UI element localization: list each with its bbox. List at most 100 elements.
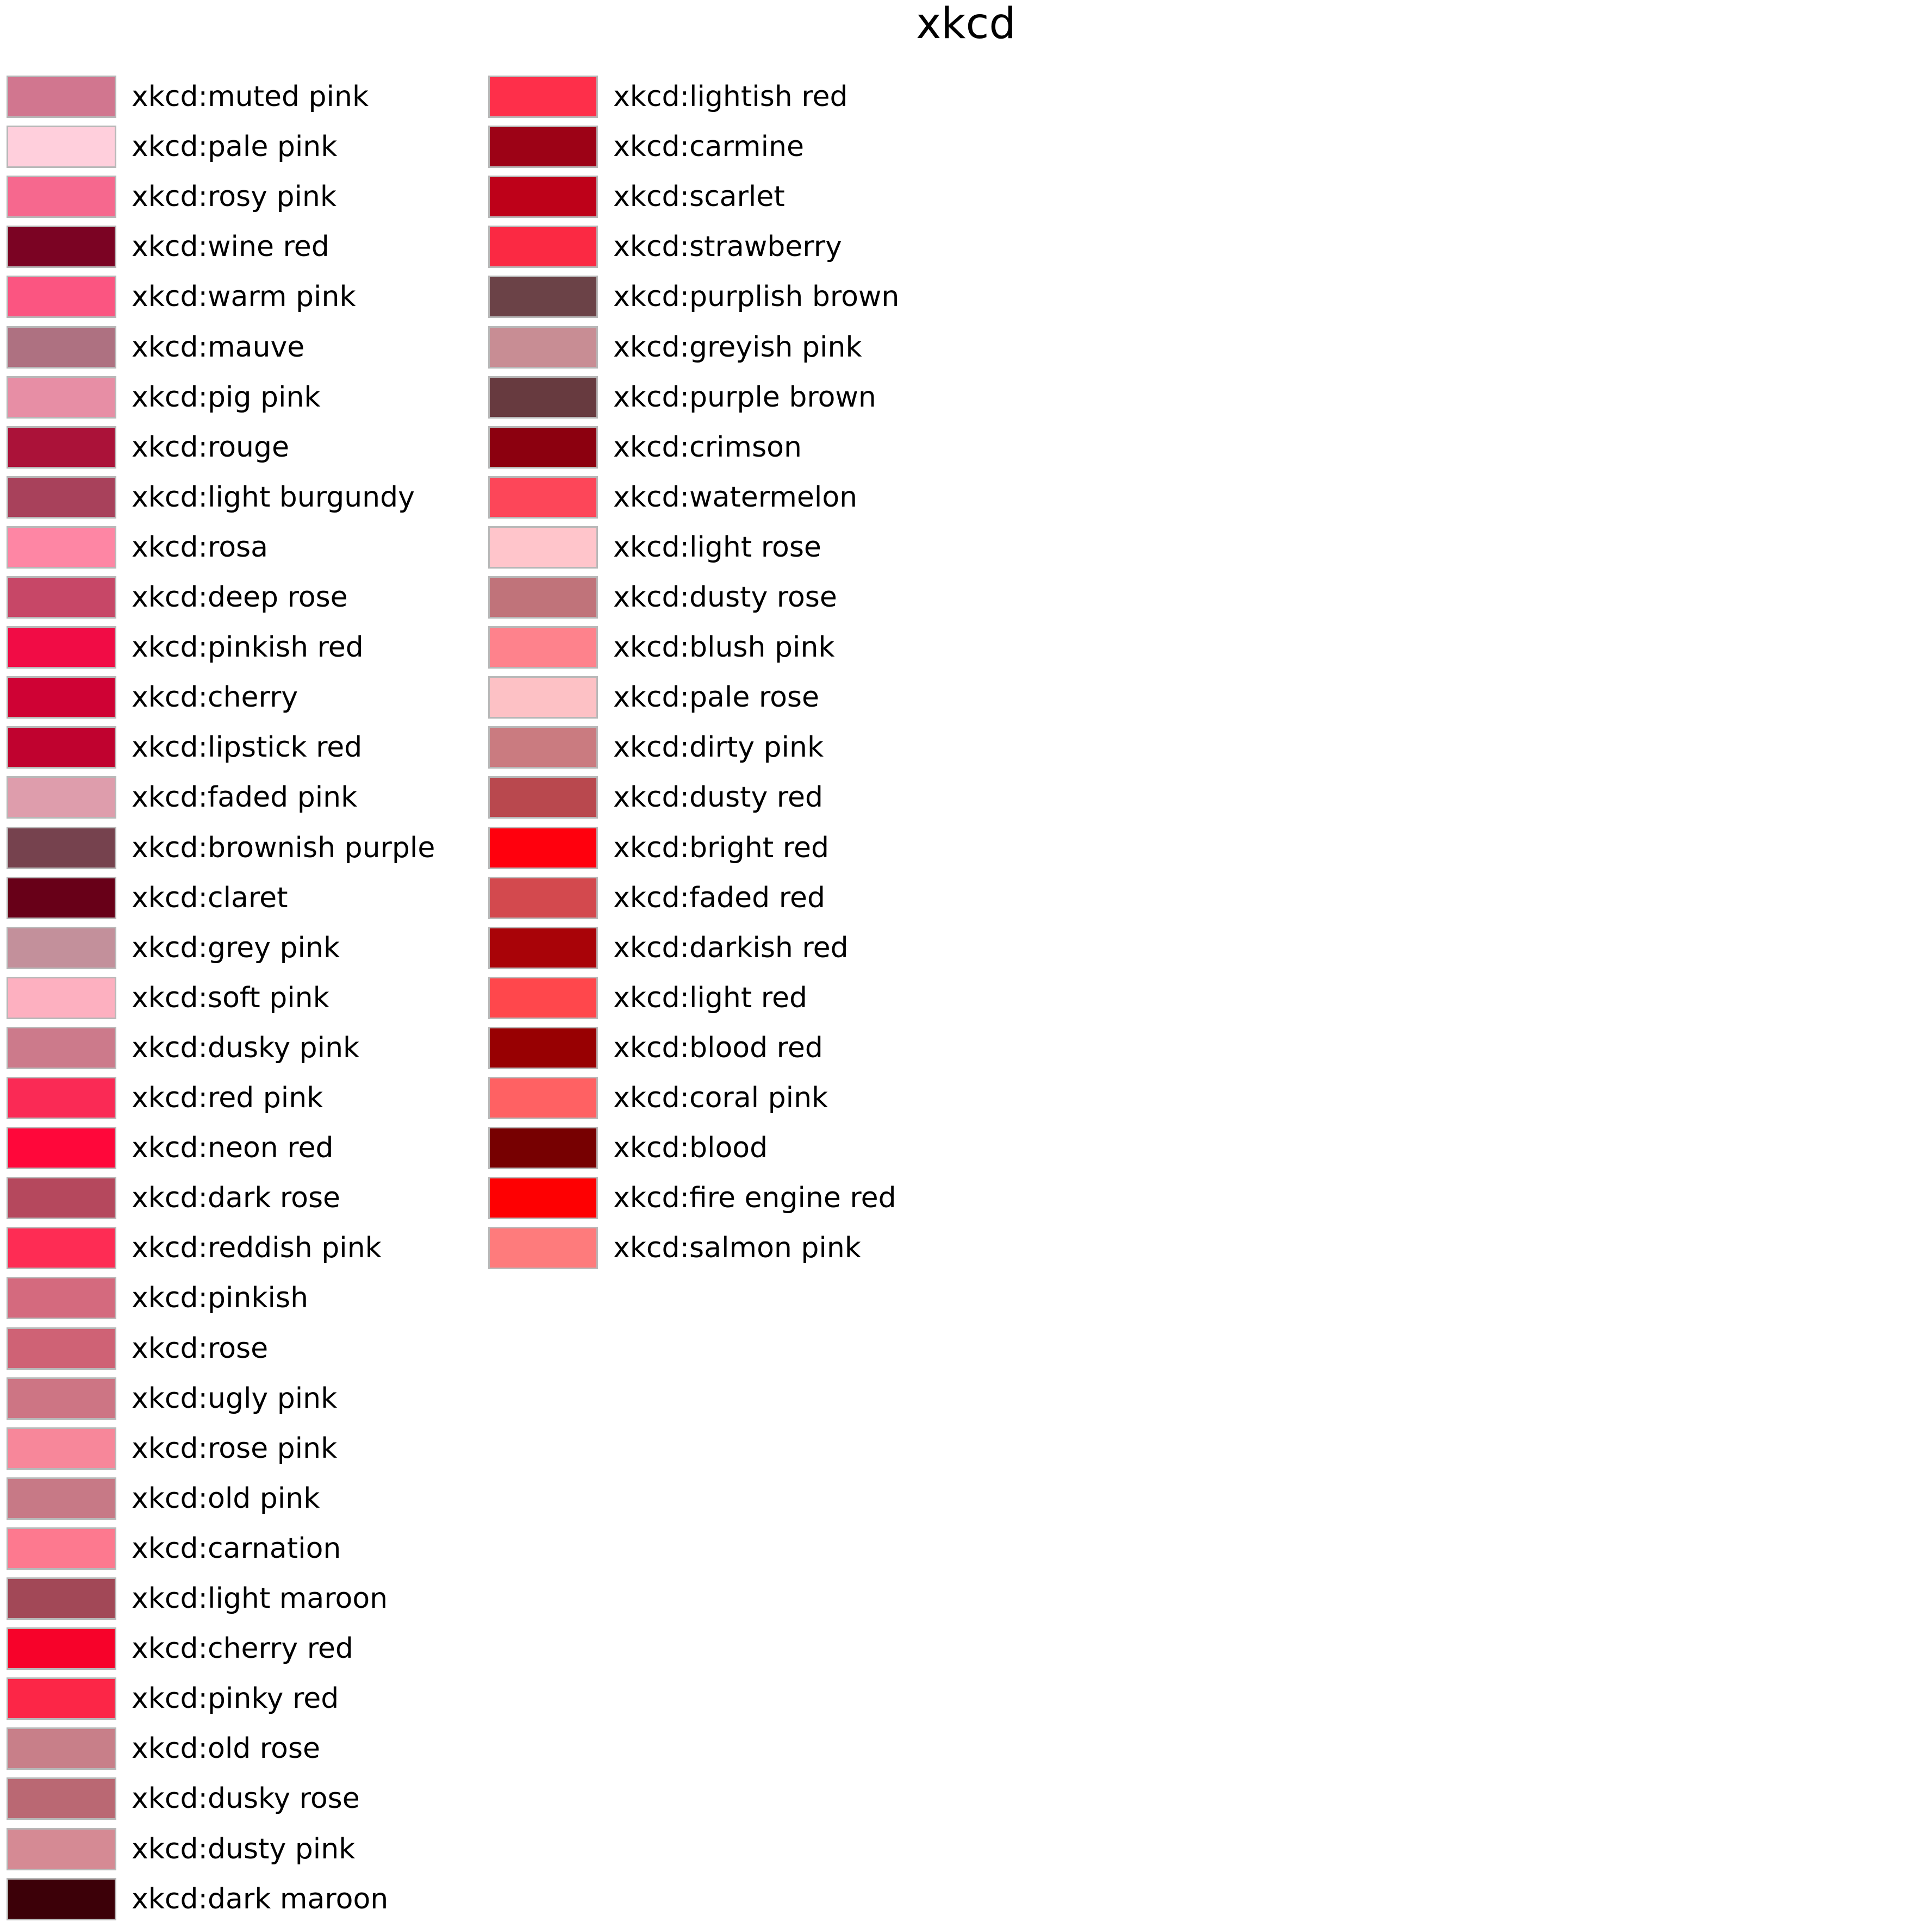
color-label: xkcd:blood <box>613 1132 768 1165</box>
color-label: xkcd:old rose <box>132 1732 320 1765</box>
color-label: xkcd:purplish brown <box>613 280 900 314</box>
chart-title: xkcd <box>916 0 1016 48</box>
color-swatch <box>7 1427 116 1470</box>
color-label: xkcd:pale rose <box>613 681 819 714</box>
color-swatch <box>7 1777 116 1820</box>
color-swatch <box>7 576 116 619</box>
color-swatch <box>488 1077 598 1119</box>
color-swatch <box>488 576 598 619</box>
color-label: xkcd:rose <box>132 1332 269 1365</box>
color-swatch <box>7 676 116 719</box>
color-swatch <box>488 1227 598 1270</box>
color-swatch <box>7 1827 116 1870</box>
color-label: xkcd:faded pink <box>132 781 358 814</box>
color-label: xkcd:fire engine red <box>613 1182 896 1215</box>
color-label: xkcd:light maroon <box>132 1582 388 1615</box>
color-label: xkcd:coral pink <box>613 1082 828 1114</box>
color-swatch <box>488 76 598 118</box>
color-swatch <box>7 826 116 869</box>
color-swatch <box>488 1127 598 1170</box>
color-swatch <box>7 1077 116 1119</box>
color-swatch <box>488 526 598 569</box>
color-label: xkcd:darkish red <box>613 931 849 964</box>
color-label: xkcd:pinkish <box>132 1282 309 1315</box>
color-swatch <box>7 1577 116 1620</box>
color-label: xkcd:dusty pink <box>132 1832 356 1865</box>
color-label: xkcd:claret <box>132 881 288 914</box>
color-label: xkcd:purple brown <box>613 380 876 414</box>
color-swatch <box>7 1527 116 1570</box>
color-swatch <box>488 626 598 669</box>
color-swatch <box>488 676 598 719</box>
color-label: xkcd:light rose <box>613 531 821 564</box>
color-label: xkcd:dark rose <box>132 1182 341 1215</box>
color-label: xkcd:dark maroon <box>132 1882 389 1915</box>
color-swatch <box>7 626 116 669</box>
color-swatch <box>488 926 598 969</box>
color-swatch <box>488 776 598 819</box>
color-label: xkcd:dirty pink <box>613 731 824 764</box>
color-swatch <box>488 126 598 169</box>
color-swatch <box>7 926 116 969</box>
color-label: xkcd:strawberry <box>613 230 842 264</box>
color-label: xkcd:carmine <box>613 130 804 164</box>
color-swatch <box>7 476 116 519</box>
color-swatch <box>488 376 598 419</box>
color-label: xkcd:reddish pink <box>132 1232 382 1265</box>
color-swatch <box>7 976 116 1019</box>
color-swatch <box>7 876 116 919</box>
color-label: xkcd:old pink <box>132 1482 320 1515</box>
color-swatch <box>7 326 116 369</box>
color-label: xkcd:rose pink <box>132 1432 338 1465</box>
color-label: xkcd:wine red <box>132 230 329 264</box>
color-swatch <box>7 1227 116 1270</box>
color-label: xkcd:scarlet <box>613 180 785 214</box>
color-swatch <box>7 226 116 269</box>
color-label: xkcd:soft pink <box>132 981 329 1014</box>
color-swatch <box>7 76 116 118</box>
color-swatch <box>7 726 116 769</box>
color-label: xkcd:rouge <box>132 430 290 464</box>
color-label: xkcd:carnation <box>132 1532 341 1565</box>
color-swatch <box>7 776 116 819</box>
color-label: xkcd:brownish purple <box>132 831 435 864</box>
color-label: xkcd:dusky rose <box>132 1782 360 1815</box>
color-label: xkcd:muted pink <box>132 80 369 113</box>
color-swatch <box>7 1627 116 1670</box>
color-swatch <box>488 1177 598 1220</box>
color-swatch <box>7 126 116 169</box>
color-swatch <box>7 526 116 569</box>
color-swatch <box>7 1177 116 1220</box>
color-label: xkcd:ugly pink <box>132 1382 338 1415</box>
color-swatch <box>488 876 598 919</box>
color-swatch <box>7 426 116 469</box>
color-swatch <box>7 1877 116 1920</box>
color-label: xkcd:blood red <box>613 1031 823 1064</box>
color-label: xkcd:lipstick red <box>132 731 363 764</box>
color-swatch <box>488 1026 598 1069</box>
color-label: xkcd:watermelon <box>613 480 858 514</box>
color-swatch <box>7 1377 116 1420</box>
color-label: xkcd:pale pink <box>132 130 338 164</box>
color-swatch <box>488 326 598 369</box>
color-swatch <box>488 826 598 869</box>
color-swatch <box>488 726 598 769</box>
color-label: xkcd:light burgundy <box>132 480 415 514</box>
color-label: xkcd:cherry red <box>132 1632 353 1665</box>
color-swatch <box>7 1327 116 1370</box>
color-swatch <box>488 176 598 219</box>
color-label: xkcd:faded red <box>613 881 825 914</box>
color-label: xkcd:neon red <box>132 1132 334 1165</box>
color-swatch <box>488 276 598 319</box>
color-label: xkcd:cherry <box>132 681 298 714</box>
color-label: xkcd:salmon pink <box>613 1232 861 1265</box>
color-label: xkcd:light red <box>613 981 808 1014</box>
color-label: xkcd:blush pink <box>613 631 835 664</box>
color-swatch <box>7 1277 116 1320</box>
color-label: xkcd:dusty red <box>613 781 823 814</box>
color-label: xkcd:warm pink <box>132 280 356 314</box>
color-label: xkcd:dusty rose <box>613 581 837 614</box>
color-swatch <box>488 976 598 1019</box>
color-label: xkcd:lightish red <box>613 80 848 113</box>
